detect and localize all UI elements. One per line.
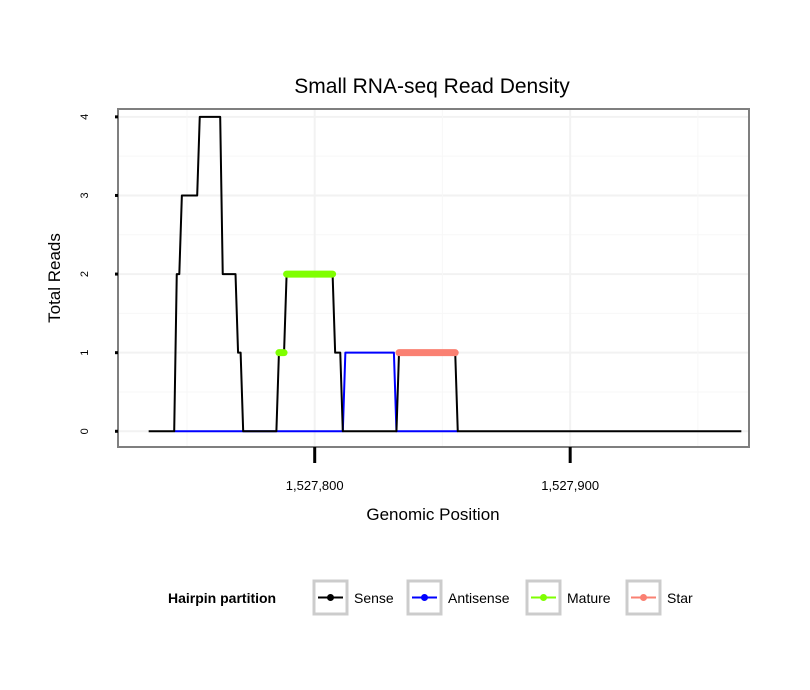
series-sense-line (148, 115, 742, 433)
y-tick-label: 1 (79, 350, 91, 356)
series-antisense-line (174, 351, 458, 433)
y-tick-label: 2 (79, 271, 91, 277)
plot-frame (117, 108, 750, 448)
legend-key-point-star (640, 594, 647, 601)
chart-title: Small RNA-seq Read Density (294, 75, 570, 98)
x-axis-title: Genomic Position (366, 505, 499, 524)
plot-background (118, 109, 749, 447)
y-tick-label: 0 (79, 428, 91, 434)
plot-area (118, 109, 749, 447)
legend-title: Hairpin partition (168, 590, 276, 606)
legend-key-point-mature (540, 594, 547, 601)
legend-item-star: Star (625, 579, 693, 616)
y-axis-title: Total Reads (45, 233, 64, 323)
y-tick-label: 4 (79, 114, 91, 120)
legend-item-antisense: Antisense (406, 579, 510, 616)
legend-key-point-sense (327, 594, 334, 601)
x-tick-label: 1,527,800 (286, 478, 344, 493)
legend-item-mature: Mature (525, 579, 611, 616)
legend-key-point-antisense (421, 594, 428, 601)
series-layer (148, 115, 742, 433)
legend-item-sense: Sense (312, 579, 394, 616)
y-tick-label: 3 (79, 192, 91, 198)
x-tick-label: 1,527,900 (541, 478, 599, 493)
legend: Hairpin partition Sense Antisense Mature St… (168, 579, 693, 616)
x-axis: 1,527,800 1,527,900 (286, 447, 599, 493)
legend-label-antisense: Antisense (448, 590, 510, 606)
y-axis: 0 1 2 3 4 (79, 114, 118, 434)
grid-lines (118, 109, 749, 447)
legend-label-sense: Sense (354, 590, 394, 606)
legend-label-mature: Mature (567, 590, 611, 606)
legend-label-star: Star (667, 590, 693, 606)
